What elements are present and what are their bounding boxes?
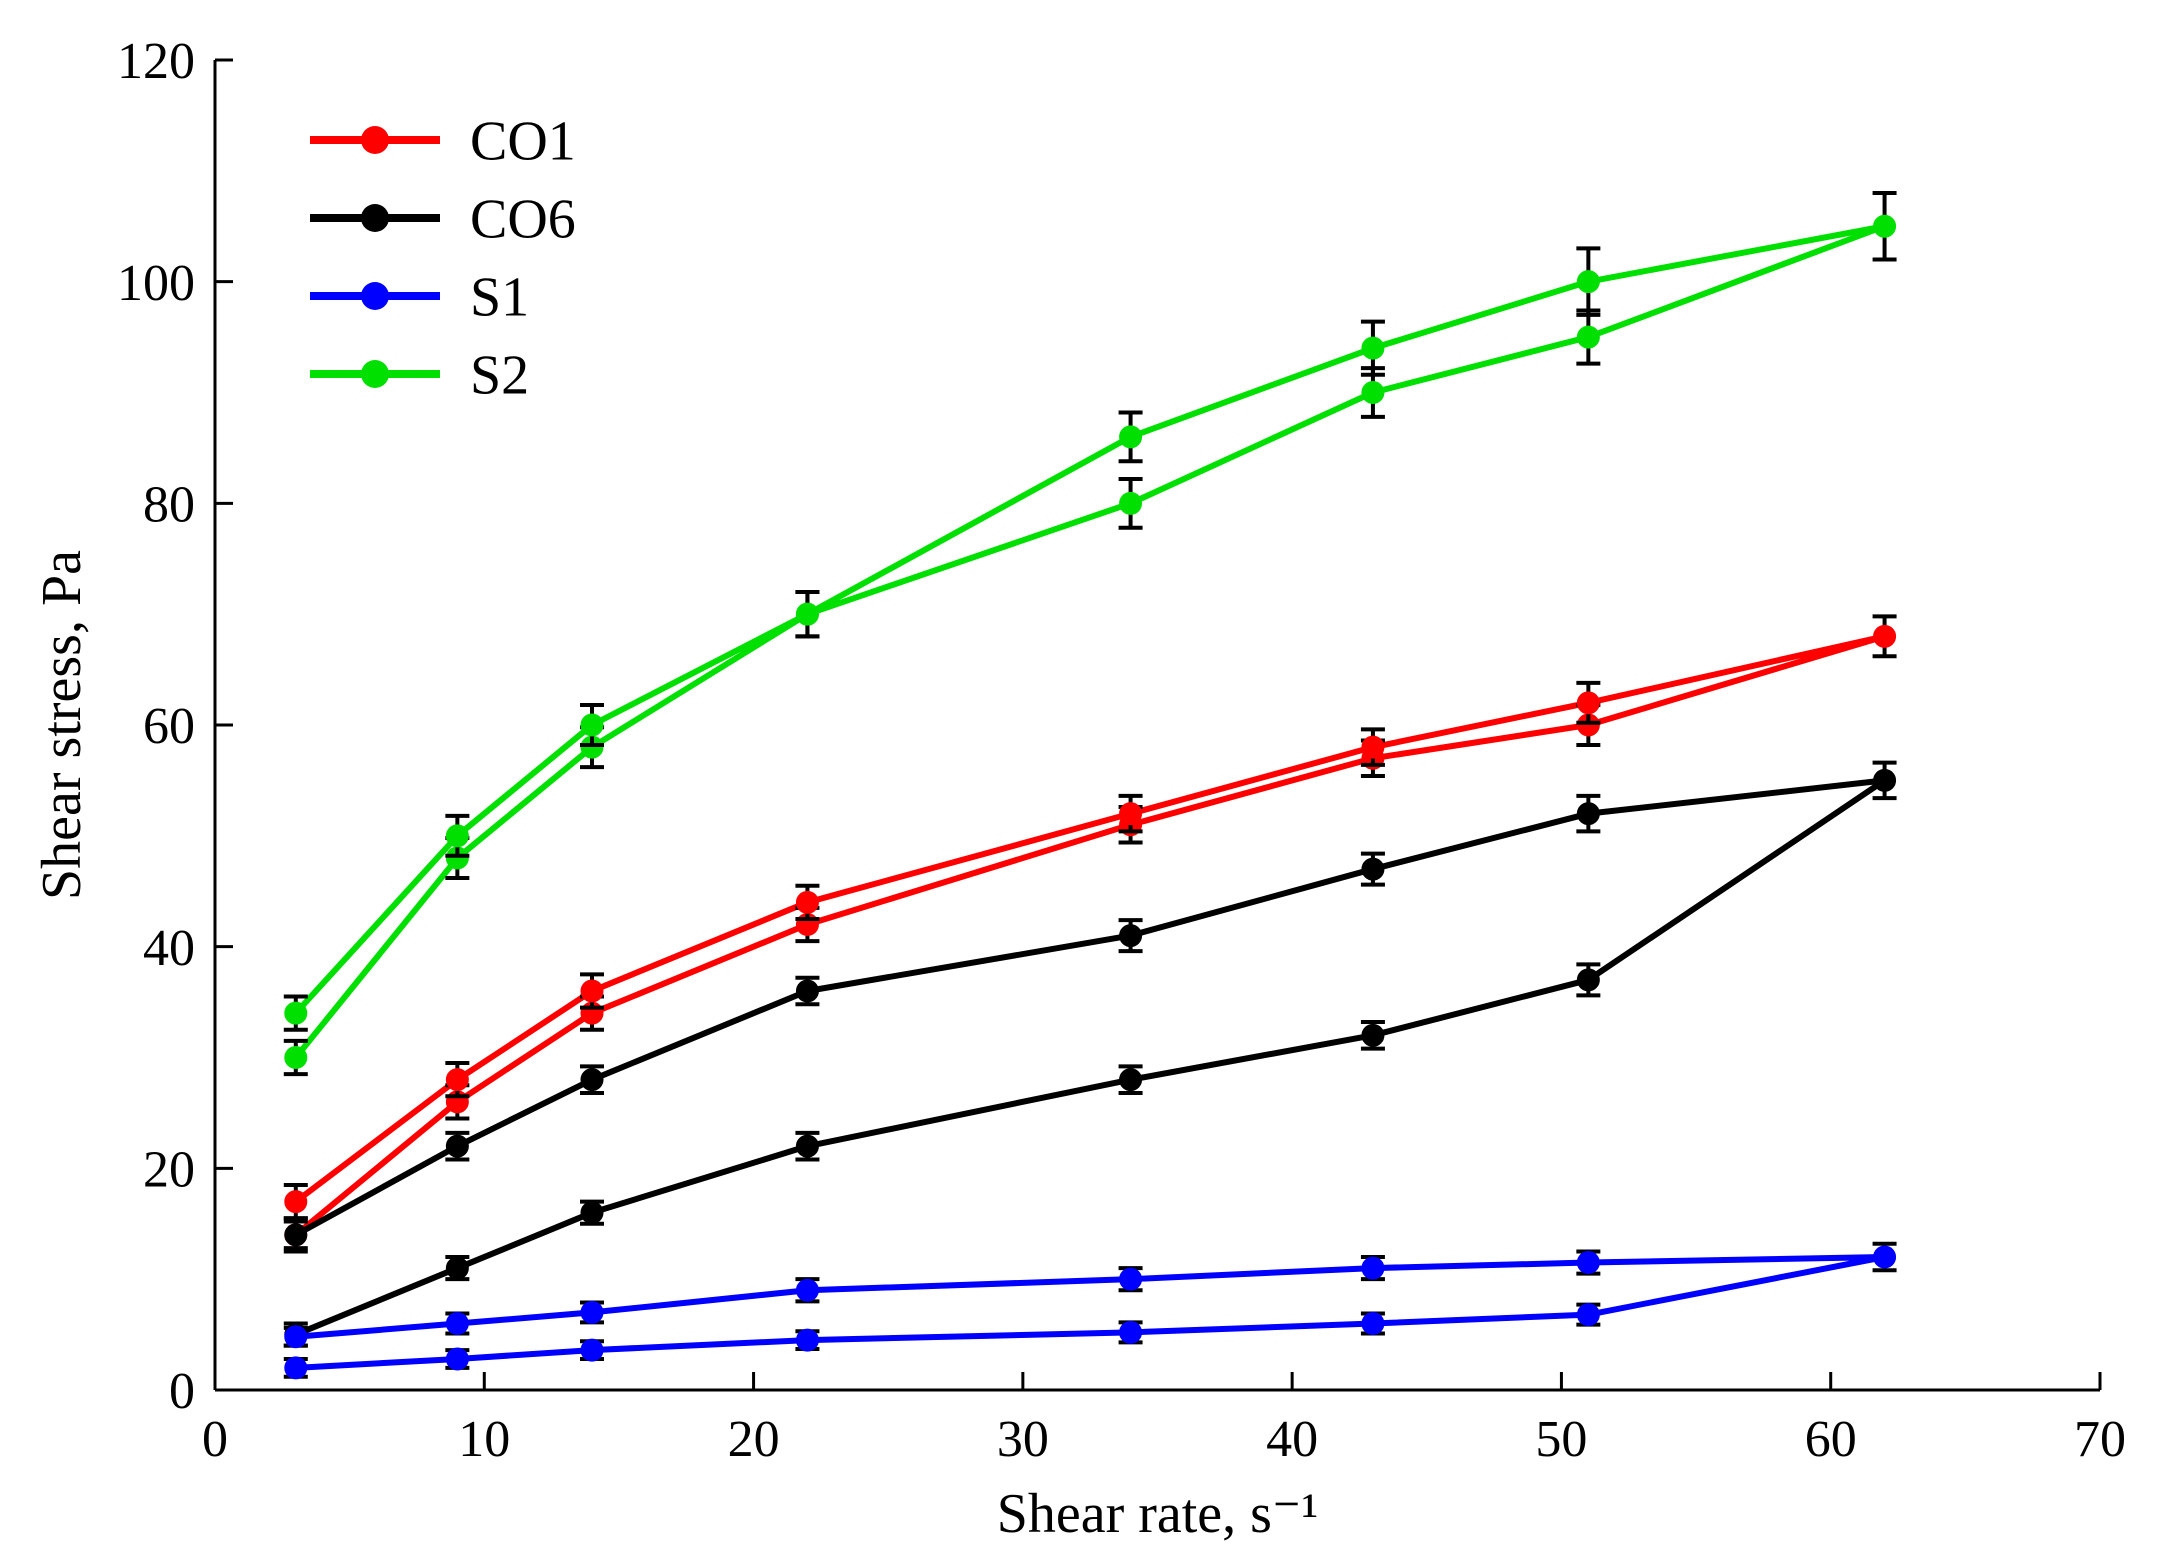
data-marker <box>1120 1321 1142 1343</box>
data-marker <box>1120 1069 1142 1091</box>
y-tick-label: 100 <box>117 255 195 312</box>
data-marker <box>581 1202 603 1224</box>
data-marker <box>796 603 818 625</box>
legend-label: S2 <box>470 345 529 407</box>
data-marker <box>796 1329 818 1351</box>
y-tick-label: 120 <box>117 33 195 90</box>
data-marker <box>446 1313 468 1335</box>
data-marker <box>285 1191 307 1213</box>
data-marker <box>581 980 603 1002</box>
data-marker <box>1577 326 1599 348</box>
chart-container: 0 10 20 30 40 50 60 70 Shear rate, s⁻¹ 0 20 40 60 80 1… <box>0 0 2166 1545</box>
data-marker <box>446 825 468 847</box>
y-tick-label: 80 <box>143 477 195 534</box>
data-marker <box>1362 1313 1384 1335</box>
data-marker <box>1874 1246 1896 1268</box>
y-axis-title: Shear stress, Pa <box>31 550 93 900</box>
data-marker <box>796 1135 818 1157</box>
data-marker <box>1362 382 1384 404</box>
y-tick-label: 0 <box>169 1363 195 1420</box>
data-marker <box>581 714 603 736</box>
data-marker <box>581 1069 603 1091</box>
data-marker <box>285 1047 307 1069</box>
y-tick-label: 40 <box>143 920 195 977</box>
data-marker <box>1120 1268 1142 1290</box>
legend-swatch-marker <box>361 360 389 388</box>
legend-label: CO1 <box>470 111 576 173</box>
data-marker <box>1874 215 1896 237</box>
data-marker <box>1362 736 1384 758</box>
data-marker <box>1874 769 1896 791</box>
legend-swatch-marker <box>361 204 389 232</box>
data-marker <box>1120 426 1142 448</box>
data-marker <box>581 1301 603 1323</box>
x-tick-label: 30 <box>997 1411 1049 1468</box>
data-marker <box>446 1257 468 1279</box>
x-tick-label: 10 <box>458 1411 510 1468</box>
x-tick-label: 50 <box>1535 1411 1587 1468</box>
legend-swatch-marker <box>361 282 389 310</box>
data-marker <box>796 980 818 1002</box>
data-marker <box>1120 803 1142 825</box>
legend-label: S1 <box>470 267 529 329</box>
x-tick-label: 60 <box>1805 1411 1857 1468</box>
data-marker <box>1362 858 1384 880</box>
x-axis-title: Shear rate, s⁻¹ <box>997 1483 1319 1545</box>
data-marker <box>446 1135 468 1157</box>
x-tick-label: 70 <box>2074 1411 2126 1468</box>
data-marker <box>1120 925 1142 947</box>
y-tick-label: 20 <box>143 1142 195 1199</box>
data-marker <box>1577 692 1599 714</box>
data-marker <box>446 1348 468 1370</box>
data-marker <box>1577 271 1599 293</box>
data-marker <box>796 891 818 913</box>
data-marker <box>1874 625 1896 647</box>
data-marker <box>796 1279 818 1301</box>
data-marker <box>1120 492 1142 514</box>
data-marker <box>1362 1024 1384 1046</box>
data-marker <box>285 1224 307 1246</box>
y-tick-label: 60 <box>143 698 195 755</box>
data-marker <box>1577 1252 1599 1274</box>
data-marker <box>1577 1304 1599 1326</box>
data-marker <box>285 1326 307 1348</box>
x-tick-label: 0 <box>202 1411 228 1468</box>
legend-swatch-marker <box>361 126 389 154</box>
data-marker <box>285 1357 307 1379</box>
data-marker <box>581 1339 603 1361</box>
data-marker <box>1577 969 1599 991</box>
data-marker <box>1362 337 1384 359</box>
shear-stress-chart: 0 10 20 30 40 50 60 70 Shear rate, s⁻¹ 0 20 40 60 80 1… <box>0 0 2166 1545</box>
x-tick-label: 40 <box>1266 1411 1318 1468</box>
data-marker <box>285 1002 307 1024</box>
data-marker <box>1362 1257 1384 1279</box>
x-tick-label: 20 <box>728 1411 780 1468</box>
legend-label: CO6 <box>470 189 576 251</box>
data-marker <box>446 1069 468 1091</box>
data-marker <box>1577 803 1599 825</box>
